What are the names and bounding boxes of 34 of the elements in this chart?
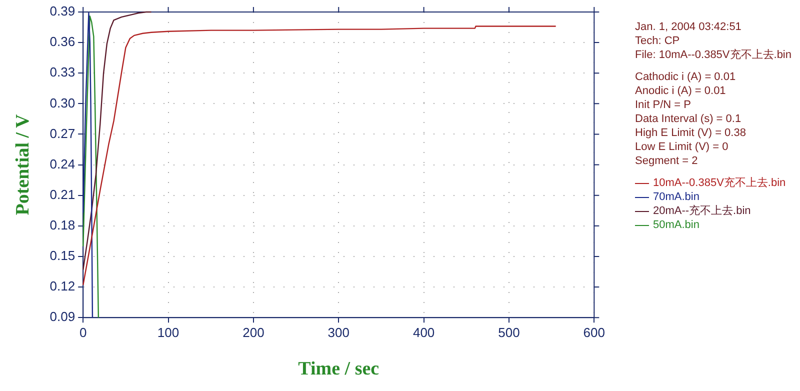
text: Jan. 1, 2004 03:42:51 <box>635 20 742 34</box>
y-tick-label: 0.24 <box>50 156 76 172</box>
y-tick-label: 0.21 <box>50 186 76 202</box>
y-tick-label: 0.30 <box>50 95 76 110</box>
x-tick-label: 100 <box>157 324 180 340</box>
y-tick-label: 0.33 <box>50 64 76 80</box>
x-tick-label: 400 <box>412 324 435 340</box>
legend-label: 50mA.bin <box>653 218 700 232</box>
y-axis-title: Potential / V <box>12 114 34 216</box>
text: Anodic i (A) = 0.01 <box>635 84 727 98</box>
x-tick-label: 200 <box>242 324 264 340</box>
legend-label: 10mA--0.385V充不上去.bin <box>653 176 786 190</box>
text: Tech: CP <box>635 34 681 48</box>
text: Low E Limit (V) = 0 <box>635 140 730 154</box>
y-tick-label: 0.12 <box>50 278 76 294</box>
text: Cathodic i (A) = 0.01 <box>635 70 737 84</box>
y-tick-label: 0.27 <box>50 126 76 141</box>
y-tick-label: 0.36 <box>50 34 76 50</box>
y-tick-label: 0.15 <box>50 248 76 264</box>
x-tick-label: 500 <box>498 324 520 340</box>
text: Data Interval (s) = 0.1 <box>635 112 742 126</box>
x-tick-label: 300 <box>328 324 350 340</box>
legend-label: 70mA.bin <box>653 190 700 204</box>
y-tick-label: 0.09 <box>50 309 76 324</box>
text: High E Limit (V) = 0.38 <box>635 126 747 140</box>
text: File: 10mA--0.385V充不上去.bin <box>635 48 792 62</box>
legend-label: 20mA--充不上去.bin <box>653 204 751 218</box>
x-axis-title: Time / sec <box>298 358 380 380</box>
x-tick-label: 0 <box>79 324 87 340</box>
text: Segment = 2 <box>635 154 699 168</box>
text: Init P/N = P <box>635 98 692 112</box>
y-tick-label: 0.39 <box>50 4 76 19</box>
y-tick-label: 0.18 <box>50 218 76 232</box>
x-tick-label: 600 <box>583 324 606 340</box>
